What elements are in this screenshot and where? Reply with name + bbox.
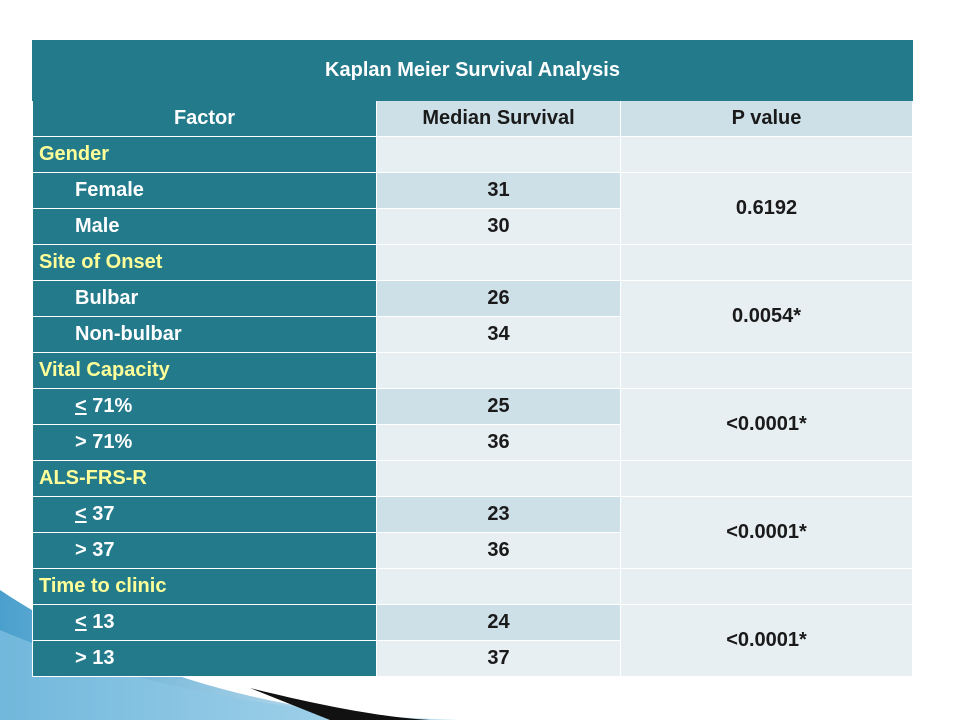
factor-level-label: > 71% (75, 431, 133, 453)
table-body: Gender Female 31 0.6192 Male 30 Site of Onset B… (32, 136, 914, 677)
group-label: Time to clinic (32, 568, 377, 605)
group-label: Vital Capacity (32, 352, 377, 389)
p-value: 0.0054* (619, 280, 914, 353)
table-row: Female 31 0.6192 (32, 172, 914, 245)
empty-cell (619, 460, 914, 497)
factor-level: > 37 (32, 532, 377, 569)
factor-level-label: 37 (86, 503, 115, 525)
le-symbol: < (75, 503, 87, 525)
table-title: Kaplan Meier Survival Analysis (31, 40, 914, 101)
table-row: > 37 36 (32, 532, 913, 569)
empty-cell (376, 244, 621, 281)
factor-level: Male (32, 208, 377, 245)
empty-cell (619, 136, 914, 173)
group-label: ALS-FRS-R (32, 460, 377, 497)
table-row: Bulbar 26 0.0054* (32, 280, 914, 353)
group-row: Time to clinic (32, 568, 914, 605)
p-value: <0.0001* (619, 496, 914, 569)
median-survival-value: 25 (376, 388, 621, 425)
group-label: Site of Onset (32, 244, 377, 281)
factor-level: < 37 (32, 496, 377, 533)
factor-level: < 71% (32, 388, 377, 425)
factor-level: Non-bulbar (32, 316, 377, 353)
decorative-swoosh (0, 590, 460, 720)
le-symbol: < (75, 611, 87, 633)
empty-cell (619, 568, 914, 605)
factor-level: > 13 (32, 640, 377, 677)
median-survival-value: 37 (376, 640, 621, 677)
group-row: ALS-FRS-R (32, 460, 914, 497)
median-survival-value: 34 (376, 316, 621, 353)
median-survival-value: 30 (376, 208, 621, 245)
empty-cell (619, 352, 914, 389)
group-label: Gender (32, 136, 377, 173)
p-value: <0.0001* (619, 388, 914, 461)
table-row: < 13 24 <0.0001* (32, 604, 914, 677)
empty-cell (376, 460, 621, 497)
factor-level: Female (32, 172, 377, 209)
factor-level-label: Male (75, 215, 120, 237)
median-survival-value: 24 (376, 604, 621, 641)
group-row: Site of Onset (32, 244, 914, 281)
empty-cell (619, 244, 914, 281)
factor-level-label: 13 (86, 611, 115, 633)
median-survival-value: 36 (376, 532, 621, 569)
factor-level-label: Non-bulbar (75, 323, 182, 345)
factor-level: < 13 (32, 604, 377, 641)
le-symbol: < (75, 395, 87, 417)
header-p-value: P value (619, 100, 914, 137)
factor-level-label: > 13 (75, 647, 115, 669)
group-row: Vital Capacity (32, 352, 914, 389)
median-survival-value: 36 (376, 424, 621, 461)
group-row: Gender (32, 136, 914, 173)
header-factor: Factor (32, 100, 377, 137)
median-survival-value: 26 (376, 280, 621, 317)
survival-table: Kaplan Meier Survival Analysis Factor Me… (31, 40, 914, 677)
header-median-survival: Median Survival (376, 100, 621, 137)
median-survival-value: 23 (376, 496, 621, 533)
empty-cell (376, 568, 621, 605)
factor-level-label: 71% (86, 395, 133, 417)
empty-cell (376, 352, 621, 389)
factor-level: Bulbar (32, 280, 377, 317)
empty-cell (376, 136, 621, 173)
median-survival-value: 31 (376, 172, 621, 209)
p-value: 0.6192 (619, 172, 914, 245)
factor-level-label: Bulbar (75, 287, 139, 309)
factor-level: > 71% (32, 424, 377, 461)
factor-level-label: Female (75, 179, 144, 201)
p-value: <0.0001* (619, 604, 914, 677)
table-row: < 71% 25 <0.0001* (32, 388, 914, 461)
table-row: > 13 37 (32, 640, 913, 677)
table-row: < 37 23 <0.0001* (32, 496, 914, 569)
factor-level-label: > 37 (75, 539, 115, 561)
